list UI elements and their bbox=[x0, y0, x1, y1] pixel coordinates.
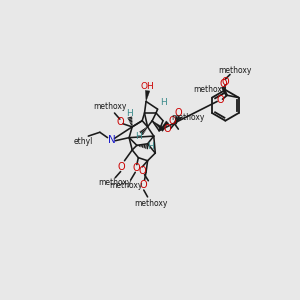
Text: O: O bbox=[118, 162, 125, 172]
Text: methoxy: methoxy bbox=[171, 113, 204, 122]
Text: O: O bbox=[140, 180, 148, 190]
Text: O: O bbox=[220, 79, 227, 89]
Text: O: O bbox=[221, 77, 229, 87]
Text: H: H bbox=[135, 132, 142, 141]
Text: methoxy: methoxy bbox=[109, 181, 143, 190]
Text: O: O bbox=[164, 124, 171, 134]
Text: methoxy: methoxy bbox=[134, 199, 167, 208]
Text: O: O bbox=[175, 108, 182, 118]
Text: methoxy: methoxy bbox=[218, 66, 251, 75]
Text: O: O bbox=[216, 95, 224, 105]
Text: H: H bbox=[147, 142, 154, 151]
Text: O: O bbox=[168, 116, 176, 126]
Text: methoxy: methoxy bbox=[93, 102, 127, 111]
Text: N: N bbox=[107, 135, 115, 145]
Text: H: H bbox=[160, 98, 167, 107]
Text: methoxy: methoxy bbox=[194, 85, 227, 94]
Text: H: H bbox=[126, 109, 133, 118]
Text: O: O bbox=[133, 164, 141, 173]
Polygon shape bbox=[145, 90, 150, 101]
Polygon shape bbox=[152, 121, 165, 131]
Text: ethyl: ethyl bbox=[74, 137, 93, 146]
Text: O: O bbox=[138, 166, 146, 176]
Text: OH: OH bbox=[141, 82, 154, 91]
Polygon shape bbox=[159, 121, 169, 131]
Text: O: O bbox=[117, 117, 124, 127]
Text: methoxy: methoxy bbox=[98, 178, 131, 187]
